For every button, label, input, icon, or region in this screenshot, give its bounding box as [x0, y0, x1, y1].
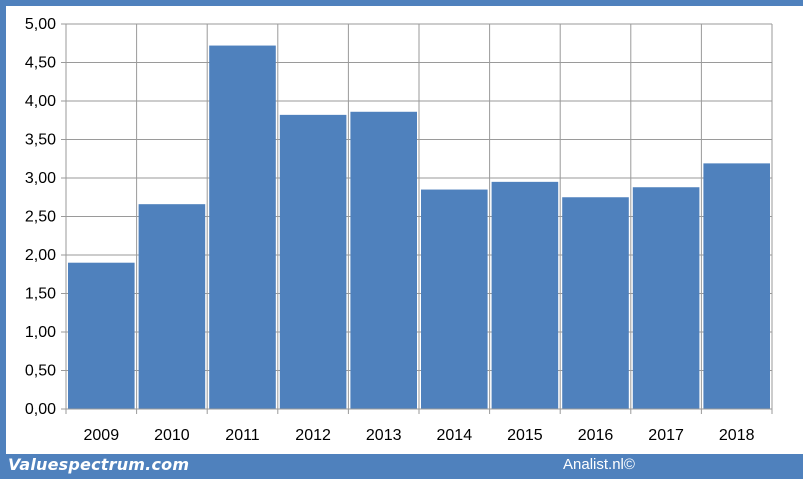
y-tick-label: 4,50: [25, 55, 56, 72]
bar-2015: [491, 181, 559, 409]
x-tick-label: 2016: [578, 427, 614, 444]
x-tick-label: 2009: [84, 427, 120, 444]
x-tick-label: 2014: [437, 427, 473, 444]
x-tick-label: 2010: [154, 427, 190, 444]
bar-2014: [421, 189, 488, 409]
y-tick-label: 4,00: [25, 93, 56, 110]
y-tick-label: 1,00: [25, 324, 56, 341]
x-tick-label: 2011: [225, 427, 260, 444]
source-watermark: Valuespectrum.com: [8, 455, 190, 474]
bar-2013: [350, 111, 417, 409]
bar-2017: [632, 187, 700, 409]
x-tick-label: 2012: [295, 427, 331, 444]
y-tick-label: 2,50: [25, 209, 56, 226]
x-tick-label: 2013: [366, 427, 402, 444]
y-tick-label: 3,00: [25, 170, 56, 187]
y-tick-label: 1,50: [25, 286, 56, 303]
y-tick-label: 3,50: [25, 132, 56, 149]
x-tick-label: 2017: [648, 427, 684, 444]
bar-2009: [68, 262, 135, 409]
x-tick-label: 2015: [507, 427, 543, 444]
y-tick-label: 0,00: [25, 401, 56, 418]
bar-2018: [703, 163, 770, 409]
y-tick-label: 2,00: [25, 247, 56, 264]
x-tick-label: 2018: [719, 427, 755, 444]
y-tick-label: 5,00: [25, 16, 56, 33]
bar-2016: [562, 197, 629, 409]
y-tick-label: 0,50: [25, 363, 56, 380]
copyright-label: Analist.nl©: [563, 456, 635, 473]
bar-2011: [209, 45, 276, 410]
bar-2010: [138, 204, 206, 409]
bar-2012: [279, 114, 347, 410]
